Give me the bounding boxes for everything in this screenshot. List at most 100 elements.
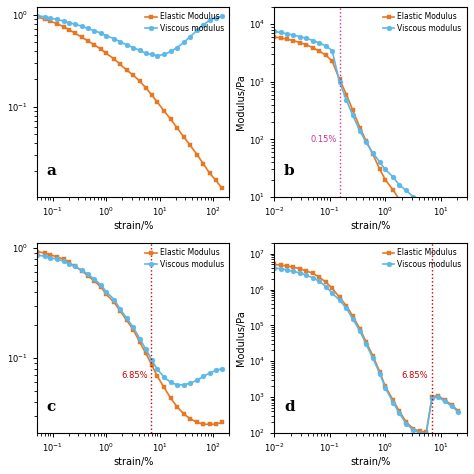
Viscous modulus <box>149 357 155 363</box>
Viscous modulus <box>207 370 212 376</box>
Line: Elastic Modulus: Elastic Modulus <box>34 249 224 427</box>
Elastic Modulus <box>61 24 67 30</box>
Elastic Modulus <box>357 125 363 130</box>
X-axis label: strain/%: strain/% <box>113 221 153 231</box>
Line: Elastic Modulus: Elastic Modulus <box>272 262 461 435</box>
Viscous modulus <box>278 30 283 36</box>
Text: 6.85%: 6.85% <box>121 371 148 380</box>
Viscous modulus <box>161 374 167 380</box>
Viscous modulus <box>297 34 303 39</box>
Elastic Modulus <box>310 45 316 51</box>
Elastic Modulus <box>98 284 104 290</box>
Viscous modulus <box>442 206 448 212</box>
Viscous modulus <box>143 346 149 352</box>
Viscous modulus <box>350 316 356 322</box>
Elastic Modulus <box>310 271 316 276</box>
Elastic Modulus <box>207 170 212 176</box>
Viscous modulus <box>85 26 91 31</box>
Elastic Modulus <box>363 138 369 144</box>
Viscous modulus <box>329 48 335 54</box>
Elastic Modulus <box>194 419 200 425</box>
Text: d: d <box>284 400 295 414</box>
Viscous modulus <box>98 283 104 288</box>
Viscous modulus <box>103 289 109 295</box>
Elastic Modulus <box>304 42 310 47</box>
X-axis label: strain/%: strain/% <box>350 221 391 231</box>
Viscous modulus <box>344 97 349 103</box>
Viscous modulus <box>304 273 310 278</box>
Viscous modulus <box>323 284 328 290</box>
Viscous modulus <box>91 28 97 34</box>
Viscous modulus <box>54 256 60 262</box>
Elastic Modulus <box>317 274 322 280</box>
Elastic Modulus <box>429 222 435 228</box>
Viscous modulus <box>337 79 342 85</box>
Elastic Modulus <box>417 217 423 223</box>
Elastic Modulus <box>54 254 60 260</box>
Viscous modulus <box>54 17 60 22</box>
Text: b: b <box>284 164 295 178</box>
Elastic Modulus <box>329 285 335 291</box>
Elastic Modulus <box>201 421 206 427</box>
Elastic Modulus <box>370 353 376 359</box>
Elastic Modulus <box>410 426 416 432</box>
Elastic Modulus <box>42 16 47 22</box>
Elastic Modulus <box>329 58 335 64</box>
Elastic Modulus <box>323 52 328 58</box>
Viscous modulus <box>137 336 143 341</box>
Viscous modulus <box>396 410 402 416</box>
Viscous modulus <box>72 21 78 27</box>
Elastic Modulus <box>304 268 310 274</box>
Elastic Modulus <box>111 300 117 305</box>
Viscous modulus <box>429 205 435 210</box>
Elastic Modulus <box>219 185 225 191</box>
Viscous modulus <box>278 266 283 272</box>
Viscous modulus <box>143 51 149 56</box>
Elastic Modulus <box>272 34 277 40</box>
Viscous modulus <box>66 20 72 26</box>
Elastic Modulus <box>201 161 206 167</box>
Viscous modulus <box>417 430 423 436</box>
X-axis label: strain/%: strain/% <box>113 457 153 467</box>
Elastic Modulus <box>284 263 290 269</box>
Legend: Elastic Modulus, Viscous modulus: Elastic Modulus, Viscous modulus <box>382 11 463 34</box>
Viscous modulus <box>79 23 85 29</box>
Elastic Modulus <box>149 362 155 367</box>
Elastic Modulus <box>130 327 136 333</box>
Elastic Modulus <box>350 108 356 113</box>
Elastic Modulus <box>456 409 461 414</box>
Viscous modulus <box>47 15 53 21</box>
Elastic Modulus <box>174 125 180 131</box>
Elastic Modulus <box>66 260 72 265</box>
Viscous modulus <box>219 366 225 372</box>
Elastic Modulus <box>297 40 303 46</box>
Viscous modulus <box>383 385 388 391</box>
Elastic Modulus <box>117 308 123 313</box>
Viscous modulus <box>357 328 363 334</box>
Elastic Modulus <box>194 152 200 158</box>
Viscous modulus <box>410 194 416 200</box>
Elastic Modulus <box>357 326 363 332</box>
Elastic Modulus <box>435 392 441 398</box>
Viscous modulus <box>377 159 383 165</box>
Line: Elastic Modulus: Elastic Modulus <box>272 35 461 229</box>
Elastic Modulus <box>61 256 67 262</box>
Elastic Modulus <box>337 295 342 301</box>
Elastic Modulus <box>143 351 149 356</box>
Elastic Modulus <box>168 395 173 401</box>
Line: Elastic Modulus: Elastic Modulus <box>34 14 224 191</box>
Viscous modulus <box>391 174 396 180</box>
Viscous modulus <box>98 30 104 36</box>
Text: a: a <box>46 164 56 178</box>
Elastic Modulus <box>350 313 356 319</box>
Viscous modulus <box>34 13 40 18</box>
Elastic Modulus <box>72 30 78 36</box>
Elastic Modulus <box>383 177 388 182</box>
Elastic Modulus <box>213 177 219 183</box>
Viscous modulus <box>435 207 441 212</box>
Text: 6.85%: 6.85% <box>402 371 428 380</box>
Viscous modulus <box>213 368 219 374</box>
Elastic Modulus <box>442 398 448 403</box>
Viscous modulus <box>201 374 206 379</box>
Elastic Modulus <box>47 252 53 257</box>
